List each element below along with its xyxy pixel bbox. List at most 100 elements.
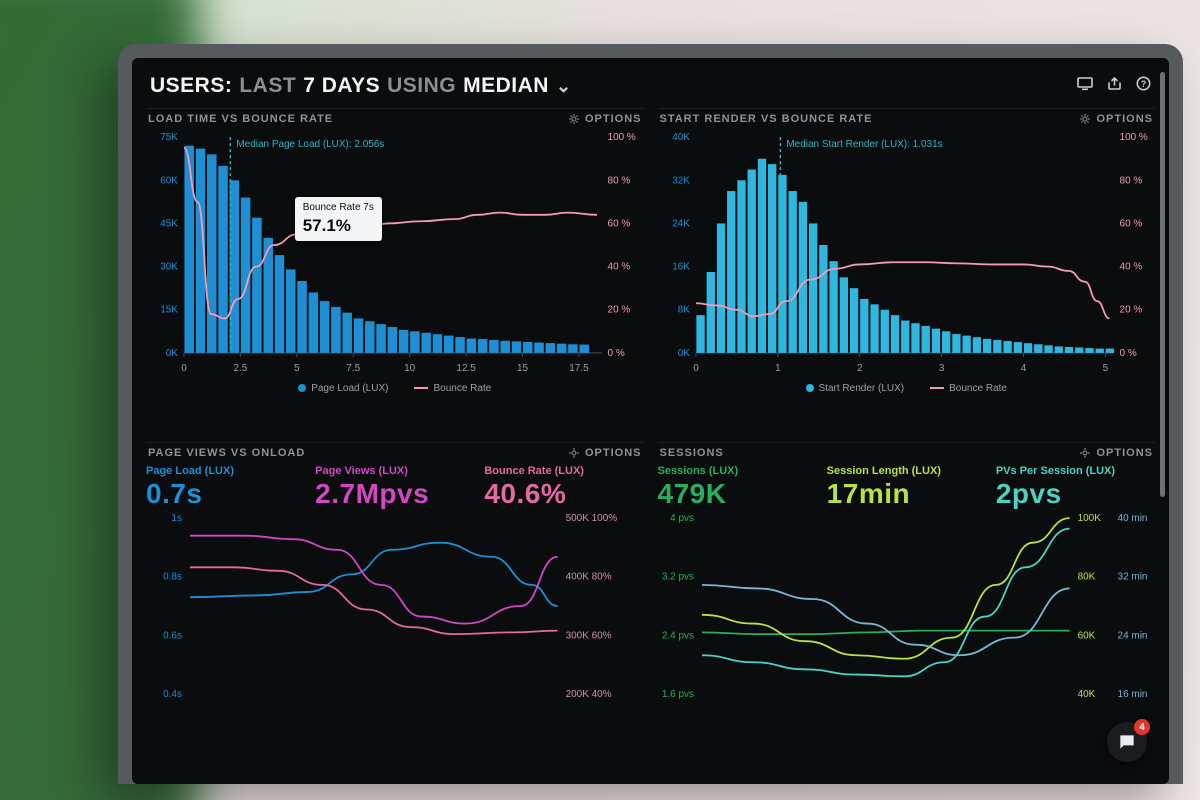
stat: Session Length (LUX)17min [827, 465, 986, 510]
svg-text:80K: 80K [1077, 572, 1095, 583]
stat: Page Load (LUX)0.7s [146, 465, 305, 510]
svg-text:Median Page Load (LUX): 2.056s: Median Page Load (LUX): 2.056s [236, 139, 384, 150]
svg-text:24 min: 24 min [1117, 630, 1147, 641]
svg-text:0 %: 0 % [1119, 348, 1136, 359]
svg-text:0K: 0K [166, 348, 179, 359]
panel-c-options[interactable]: Options [569, 447, 642, 459]
hdr-last: Last [239, 74, 296, 98]
svg-text:15K: 15K [160, 305, 178, 316]
svg-text:7.5: 7.5 [346, 363, 360, 374]
stat: Page Views (LUX)2.7Mpvs [315, 465, 474, 510]
options-label: Options [585, 113, 642, 125]
share-icon[interactable] [1107, 76, 1122, 96]
panel-d-chart[interactable]: 4 pvs3.2 pvs2.4 pvs1.6 pvs100K80K60K40K4… [658, 510, 1156, 700]
panel-a-legend: Page Load (LUX) Bounce Rate [146, 383, 644, 394]
svg-text:2.5: 2.5 [233, 363, 247, 374]
stat-value: 479K [658, 478, 817, 510]
svg-text:80 %: 80 % [608, 175, 631, 186]
panel-render-vs-bounce: Start Render vs Bounce Rate Options 4 0K 3… [658, 108, 1156, 428]
panel-d-options[interactable]: Options [1080, 447, 1153, 459]
svg-text:100K: 100K [1077, 513, 1101, 524]
svg-text:5: 5 [1102, 363, 1108, 374]
svg-text:40 %: 40 % [1119, 262, 1142, 273]
svg-text:Median Start Render (LUX): 1.0: Median Start Render (LUX): 1.031s [786, 139, 942, 150]
stat-value: 17min [827, 478, 986, 510]
options-label: Options [585, 447, 642, 459]
svg-text:10: 10 [404, 363, 416, 374]
chat-button[interactable]: 4 [1107, 722, 1147, 762]
scrollbar[interactable] [1160, 72, 1165, 497]
svg-text:60K: 60K [160, 175, 178, 186]
monitor-icon[interactable] [1077, 77, 1093, 96]
panel-a-chart[interactable]: 75K60K45K30K15K0K100 %80 %60 %40 %20 %0 … [146, 131, 644, 379]
svg-text:80 %: 80 % [1119, 175, 1142, 186]
svg-text:32K: 32K [672, 175, 690, 186]
options-label: Options [1096, 113, 1153, 125]
svg-text:16 min: 16 min [1117, 689, 1147, 700]
panel-grid: Load Time vs Bounce Rate Options 75K60K4… [146, 108, 1155, 776]
svg-text:0: 0 [693, 363, 699, 374]
svg-text:100 %: 100 % [608, 132, 636, 143]
svg-text:2.4 pvs: 2.4 pvs [661, 630, 693, 641]
legend-b-bar: Start Render (LUX) [819, 383, 905, 394]
chevron-down-icon: ⌄ [556, 76, 572, 97]
svg-text:4: 4 [1020, 363, 1026, 374]
panel-pageviews-onload: Page Views vs Onload Options Page Load (… [146, 442, 644, 776]
svg-text:17.5: 17.5 [569, 363, 589, 374]
svg-text:500K 100%: 500K 100% [566, 513, 618, 524]
svg-text:30K: 30K [160, 262, 178, 273]
panel-d-stats: Sessions (LUX)479KSession Length (LUX)17… [658, 465, 1156, 510]
svg-text:0K: 0K [677, 348, 690, 359]
stat-value: 2pvs [996, 478, 1155, 510]
svg-text:40 min: 40 min [1117, 513, 1147, 524]
panel-b-title: Start Render vs Bounce Rate [660, 113, 873, 125]
gear-icon [569, 114, 579, 124]
stat-label: Bounce Rate (LUX) [484, 465, 643, 477]
svg-text:24K: 24K [672, 218, 690, 229]
page-header: Users: Last 7 Days Using Median ⌄ ? [146, 72, 1155, 108]
svg-text:60K: 60K [1077, 630, 1095, 641]
legend-a-bar: Page Load (LUX) [311, 383, 388, 394]
svg-text:60 %: 60 % [608, 218, 631, 229]
svg-text:2: 2 [856, 363, 862, 374]
panel-b-legend: Start Render (LUX) Bounce Rate [658, 383, 1156, 394]
svg-text:8K: 8K [677, 305, 690, 316]
panel-sessions: Sessions Options Sessions (LUX)479KSessi… [658, 442, 1156, 776]
hdr-using: Using [387, 74, 456, 98]
panel-c-chart[interactable]: 1s0.8s0.6s0.4s500K 100%400K 80%300K 60%2… [146, 510, 644, 700]
filter-dropdown[interactable]: Users: Last 7 Days Using Median ⌄ [150, 74, 572, 98]
stat-label: PVs Per Session (LUX) [996, 465, 1155, 477]
svg-text:20 %: 20 % [1119, 305, 1142, 316]
panel-load-vs-bounce: Load Time vs Bounce Rate Options 75K60K4… [146, 108, 644, 428]
svg-text:0.8s: 0.8s [163, 572, 182, 583]
svg-text:200K 40%: 200K 40% [566, 689, 612, 700]
panel-b-options[interactable]: Options [1080, 113, 1153, 125]
hdr-7days: 7 Days [303, 74, 380, 98]
svg-text:12.5: 12.5 [456, 363, 476, 374]
stat: PVs Per Session (LUX)2pvs [996, 465, 1155, 510]
help-icon[interactable]: ? [1136, 76, 1151, 96]
svg-text:32 min: 32 min [1117, 572, 1147, 583]
stat-label: Page Views (LUX) [315, 465, 474, 477]
tooltip-value: 57.1% [303, 215, 374, 236]
stat-value: 2.7Mpvs [315, 478, 474, 510]
hdr-median: Median [463, 74, 549, 98]
svg-text:0.4s: 0.4s [163, 689, 182, 700]
svg-text:4 pvs: 4 pvs [670, 513, 694, 524]
chat-badge: 4 [1134, 719, 1150, 735]
svg-text:100 %: 100 % [1119, 132, 1147, 143]
svg-text:1s: 1s [171, 513, 182, 524]
svg-text:1: 1 [775, 363, 781, 374]
svg-text:20 %: 20 % [608, 305, 631, 316]
panel-c-title: Page Views vs Onload [148, 447, 305, 459]
panel-a-title: Load Time vs Bounce Rate [148, 113, 333, 125]
stat: Sessions (LUX)479K [658, 465, 817, 510]
panel-a-options[interactable]: Options [569, 113, 642, 125]
panel-c-stats: Page Load (LUX)0.7sPage Views (LUX)2.7Mp… [146, 465, 644, 510]
svg-text:?: ? [1141, 79, 1147, 89]
panel-b-chart[interactable]: 40K32K24K16K8K0K100 %80 %60 %40 %20 %0 %… [658, 131, 1156, 379]
svg-text:0: 0 [181, 363, 187, 374]
stat-label: Sessions (LUX) [658, 465, 817, 477]
svg-text:40 %: 40 % [608, 262, 631, 273]
svg-text:3.2 pvs: 3.2 pvs [661, 572, 693, 583]
